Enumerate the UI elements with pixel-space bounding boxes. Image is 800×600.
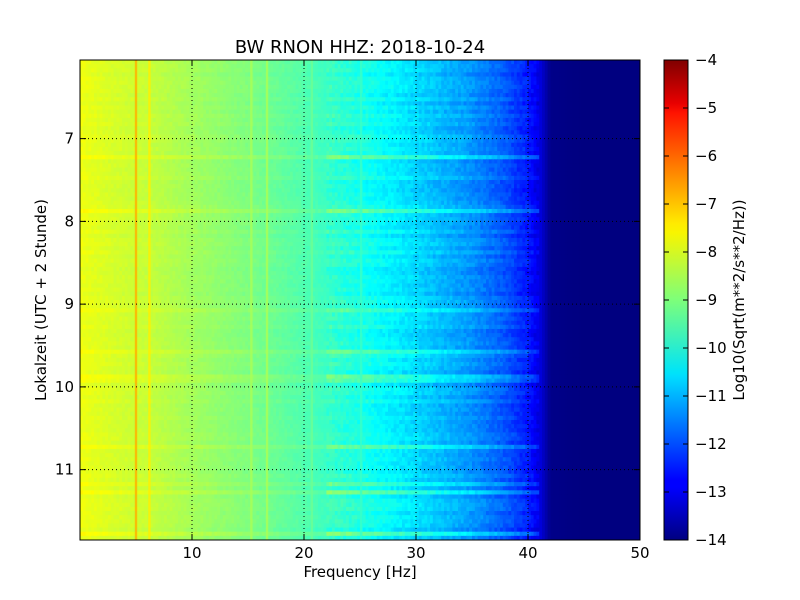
spectrogram-heatmap xyxy=(80,60,641,541)
